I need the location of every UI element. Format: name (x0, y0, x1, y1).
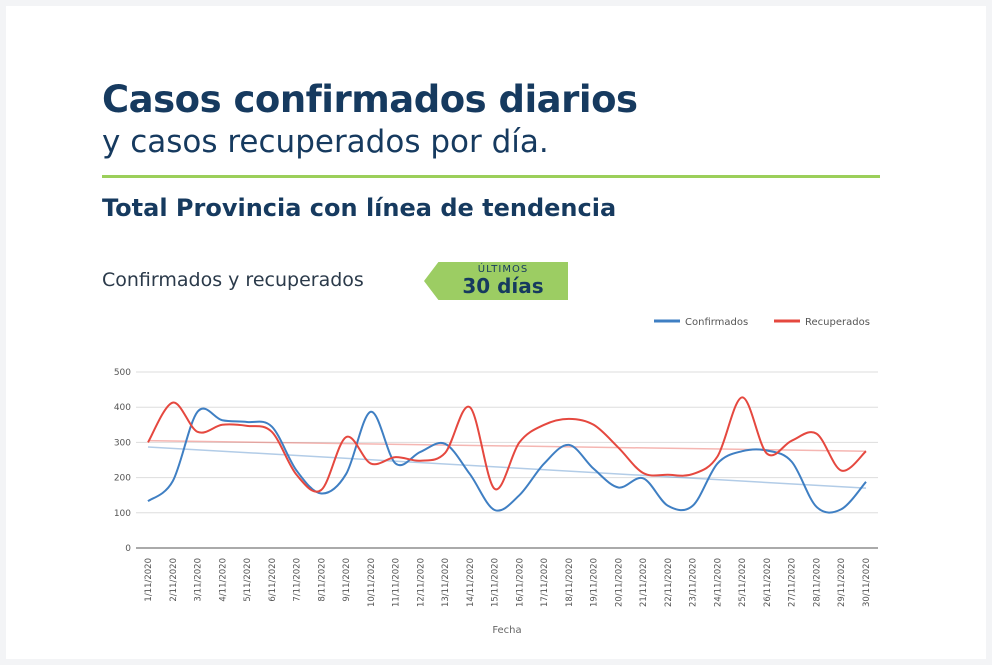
x-tick-label: 8/11/2020 (317, 558, 327, 602)
x-tick-label: 13/11/2020 (441, 558, 451, 607)
x-tick-label: 28/11/2020 (812, 558, 822, 607)
legend-label-recuperados: Recuperados (805, 317, 870, 328)
x-tick-label: 25/11/2020 (738, 558, 748, 607)
x-axis-title: Fecha (492, 625, 521, 636)
green-divider (102, 175, 880, 178)
x-tick-label: 15/11/2020 (491, 558, 501, 607)
x-tick-label: 27/11/2020 (788, 558, 798, 607)
chart-card: Casos confirmados diarios y casos recupe… (6, 6, 986, 659)
page-title: Casos confirmados diarios (102, 78, 638, 121)
x-tick-label: 19/11/2020 (590, 558, 600, 607)
period-badge-caption: ÚLTIMOS (477, 264, 529, 275)
x-tick-label: 2/11/2020 (169, 558, 179, 602)
period-badge: ÚLTIMOS 30 días (424, 262, 568, 300)
period-badge-value: 30 días (462, 274, 544, 298)
x-tick-label: 29/11/2020 (837, 558, 847, 607)
x-tick-label: 21/11/2020 (639, 558, 649, 607)
x-tick-label: 1/11/2020 (144, 558, 154, 602)
x-tick-label: 24/11/2020 (713, 558, 723, 607)
y-tick-label: 300 (114, 438, 131, 448)
section-heading: Total Provincia con línea de tendencia (102, 194, 617, 222)
x-tick-label: 6/11/2020 (268, 558, 278, 602)
x-tick-label: 5/11/2020 (243, 558, 253, 602)
x-tick-label: 3/11/2020 (194, 558, 204, 602)
series-line-recuperados (147, 396, 867, 493)
chart-section-label: Confirmados y recuperados (102, 269, 364, 291)
x-tick-label: 14/11/2020 (466, 558, 476, 607)
page-subtitle: y casos recuperados por día. (102, 124, 549, 160)
series-line-confirmados (147, 407, 867, 514)
legend-label-confirmados: Confirmados (685, 317, 748, 328)
x-tick-label: 30/11/2020 (862, 558, 872, 607)
x-tick-label: 26/11/2020 (763, 558, 773, 607)
x-tick-label: 12/11/2020 (416, 558, 426, 607)
x-tick-label: 9/11/2020 (342, 558, 352, 602)
x-tick-label: 22/11/2020 (664, 558, 674, 607)
y-tick-label: 400 (114, 403, 131, 413)
y-tick-label: 200 (114, 474, 131, 484)
x-tick-label: 4/11/2020 (218, 558, 228, 602)
y-tick-label: 100 (114, 509, 131, 519)
x-tick-label: 16/11/2020 (515, 558, 525, 607)
x-tick-label: 7/11/2020 (293, 558, 303, 602)
x-tick-label: 23/11/2020 (689, 558, 699, 607)
x-tick-label: 20/11/2020 (614, 558, 624, 607)
y-tick-label: 500 (114, 368, 131, 378)
trendline-confirmados (147, 446, 867, 489)
x-tick-label: 18/11/2020 (565, 558, 575, 607)
y-tick-label: 0 (125, 544, 131, 554)
x-tick-label: 11/11/2020 (392, 558, 402, 607)
x-tick-label: 17/11/2020 (540, 558, 550, 607)
x-tick-label: 10/11/2020 (367, 558, 377, 607)
